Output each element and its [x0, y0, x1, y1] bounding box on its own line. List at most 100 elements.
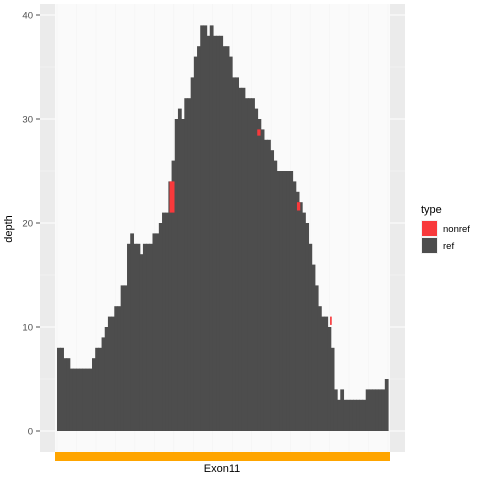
- ref-bar: [142, 243, 147, 431]
- ref-bar: [190, 77, 195, 432]
- ref-bar: [286, 171, 290, 431]
- ref-bar: [263, 139, 268, 432]
- legend-swatch-nonref: [422, 221, 437, 236]
- ref-bar: [324, 316, 329, 431]
- ref-bar: [308, 243, 313, 431]
- ref-bar: [298, 202, 303, 431]
- ref-bar: [241, 87, 246, 432]
- ref-bar: [187, 98, 192, 431]
- ref-bar: [101, 337, 106, 431]
- ref-bar: [197, 46, 201, 431]
- nonref-segment: [169, 181, 175, 213]
- ref-bar: [212, 35, 217, 432]
- ref-bar: [228, 56, 233, 431]
- ref-bar: [282, 171, 287, 431]
- ref-bar: [130, 233, 134, 431]
- ref-bar: [292, 181, 297, 431]
- ref-bar: [66, 358, 71, 431]
- ref-bar: [352, 399, 357, 431]
- ref-bar: [82, 368, 87, 431]
- ref-bar: [111, 316, 115, 431]
- ref-bar: [359, 399, 364, 431]
- ref-bar: [232, 77, 236, 432]
- ref-bar: [184, 98, 189, 431]
- ref-bar: [384, 379, 389, 431]
- ref-bar: [209, 25, 214, 432]
- legend: type nonref ref: [421, 204, 470, 254]
- ref-bar: [247, 98, 252, 431]
- ref-bar: [139, 254, 144, 431]
- legend-label-nonref: nonref: [443, 224, 470, 235]
- ref-bar: [127, 243, 131, 431]
- ref-bar: [238, 87, 243, 432]
- ref-bar: [79, 368, 84, 431]
- ref-bar: [273, 160, 278, 431]
- ref-bar: [311, 264, 316, 431]
- ref-bar: [158, 223, 163, 431]
- ref-bar: [235, 77, 240, 432]
- ref-bar: [343, 399, 348, 431]
- ref-bar: [289, 171, 294, 431]
- ref-bar: [203, 25, 208, 432]
- ref-bar: [314, 285, 319, 431]
- ref-bar: [330, 347, 335, 431]
- ref-bar: [216, 35, 220, 432]
- ref-bar: [95, 347, 99, 431]
- x-axis-title: Exon11: [204, 463, 241, 475]
- ref-bar: [149, 243, 154, 431]
- ref-bar: [57, 347, 61, 431]
- ref-bar: [276, 171, 281, 431]
- ref-bar: [368, 389, 373, 431]
- y-tick-label: 0: [28, 427, 33, 438]
- nonref-segment: [296, 202, 301, 211]
- ref-bar: [92, 358, 96, 431]
- legend-label-ref: ref: [443, 241, 454, 252]
- ref-bar: [60, 347, 64, 431]
- ref-bar: [378, 389, 383, 431]
- y-axis-title: depth: [3, 215, 15, 243]
- y-tick-label: 10: [22, 323, 33, 334]
- ref-bar: [114, 306, 119, 431]
- ref-bar: [171, 160, 176, 431]
- y-tick-label: 40: [22, 11, 33, 22]
- ref-bar: [72, 368, 77, 431]
- ref-bar: [254, 108, 259, 431]
- legend-swatch-ref: [422, 238, 437, 253]
- ref-bar: [104, 327, 109, 431]
- y-tick-label: 20: [22, 219, 33, 230]
- ref-bar: [321, 316, 325, 431]
- ref-bar: [251, 98, 255, 431]
- ref-bar: [76, 368, 80, 431]
- ref-bar: [63, 358, 68, 431]
- ref-bar: [88, 368, 93, 431]
- nonref-segment: [330, 316, 332, 325]
- ref-bar: [333, 389, 338, 431]
- ref-bar: [337, 399, 341, 431]
- ref-bar: [346, 399, 351, 431]
- ref-bar: [69, 368, 74, 431]
- ref-bar: [365, 389, 370, 431]
- ref-area: [57, 25, 389, 432]
- ref-bar: [174, 119, 179, 431]
- ref-bar: [136, 243, 141, 431]
- ref-bar: [168, 181, 173, 431]
- ref-bar: [375, 389, 380, 431]
- ref-bar: [295, 191, 300, 431]
- ref-bar: [162, 212, 166, 431]
- ref-bar: [257, 119, 262, 431]
- legend-title: type: [421, 204, 442, 216]
- ref-bar: [155, 233, 160, 431]
- ref-bar: [133, 243, 138, 431]
- ref-bar: [302, 212, 306, 431]
- ref-bar: [193, 56, 198, 431]
- ref-bar: [267, 139, 271, 432]
- ref-bar: [225, 46, 230, 431]
- ref-bar: [181, 119, 185, 431]
- ref-bar: [356, 399, 360, 431]
- ref-bar: [362, 399, 367, 431]
- ref-bar: [152, 233, 157, 431]
- ref-bar: [107, 316, 112, 431]
- ref-bar: [200, 25, 205, 432]
- ref-bar: [219, 35, 224, 432]
